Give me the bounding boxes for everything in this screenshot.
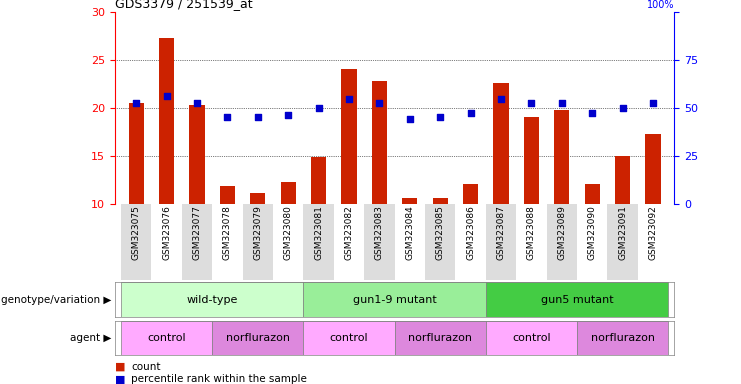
Text: GSM323082: GSM323082: [345, 205, 353, 260]
Bar: [547, 204, 577, 280]
Text: GSM323085: GSM323085: [436, 205, 445, 260]
Text: GSM323076: GSM323076: [162, 205, 171, 260]
Bar: [395, 321, 486, 355]
Bar: [554, 111, 569, 204]
Text: GSM323078: GSM323078: [223, 205, 232, 260]
Point: [222, 114, 233, 120]
Text: GSM323090: GSM323090: [588, 205, 597, 260]
Text: control: control: [512, 333, 551, 343]
Text: control: control: [147, 333, 186, 343]
Bar: [159, 38, 174, 204]
Text: gun5 mutant: gun5 mutant: [541, 295, 614, 305]
Point: [252, 114, 264, 120]
Point: [617, 104, 628, 111]
Point: [434, 114, 446, 120]
Bar: [303, 204, 333, 280]
Text: wild-type: wild-type: [187, 295, 238, 305]
Point: [130, 99, 142, 106]
Text: percentile rank within the sample: percentile rank within the sample: [131, 374, 307, 384]
Text: GSM323077: GSM323077: [193, 205, 202, 260]
Bar: [121, 204, 151, 280]
Text: GSM323091: GSM323091: [618, 205, 627, 260]
Bar: [212, 204, 242, 280]
Point: [556, 99, 568, 106]
Bar: [494, 83, 508, 204]
Bar: [608, 204, 638, 280]
Text: ■: ■: [115, 362, 125, 372]
Text: control: control: [330, 333, 368, 343]
Bar: [486, 204, 516, 280]
Point: [313, 104, 325, 111]
Bar: [395, 204, 425, 280]
Text: norflurazon: norflurazon: [591, 333, 654, 343]
Text: GSM323083: GSM323083: [375, 205, 384, 260]
Bar: [402, 198, 417, 204]
Bar: [516, 204, 547, 280]
Bar: [151, 204, 182, 280]
Text: count: count: [131, 362, 161, 372]
Bar: [220, 186, 235, 204]
Bar: [212, 321, 303, 355]
Bar: [250, 193, 265, 204]
Bar: [645, 134, 661, 204]
Text: gun1-9 mutant: gun1-9 mutant: [353, 295, 436, 305]
Text: norflurazon: norflurazon: [226, 333, 290, 343]
Bar: [433, 198, 448, 204]
Bar: [456, 204, 486, 280]
Point: [191, 99, 203, 106]
Bar: [121, 282, 303, 317]
Bar: [372, 81, 387, 204]
Bar: [281, 182, 296, 204]
Bar: [615, 156, 631, 204]
Bar: [303, 282, 486, 317]
Bar: [242, 204, 273, 280]
Bar: [128, 103, 144, 204]
Text: GSM323081: GSM323081: [314, 205, 323, 260]
Point: [495, 96, 507, 102]
Bar: [577, 321, 668, 355]
Point: [525, 99, 537, 106]
Bar: [486, 282, 668, 317]
Bar: [585, 184, 599, 204]
Text: norflurazon: norflurazon: [408, 333, 472, 343]
Text: GSM323087: GSM323087: [496, 205, 505, 260]
Point: [465, 110, 476, 116]
Text: ■: ■: [115, 374, 125, 384]
Text: GSM323092: GSM323092: [648, 205, 657, 260]
Bar: [273, 204, 303, 280]
Bar: [486, 321, 577, 355]
Point: [586, 110, 598, 116]
Point: [373, 99, 385, 106]
Point: [404, 116, 416, 122]
Text: GSM323084: GSM323084: [405, 205, 414, 260]
Bar: [303, 321, 395, 355]
Text: GSM323089: GSM323089: [557, 205, 566, 260]
Bar: [190, 104, 205, 204]
Point: [282, 112, 294, 118]
Text: GDS3379 / 251539_at: GDS3379 / 251539_at: [115, 0, 253, 10]
Text: genotype/variation ▶: genotype/variation ▶: [1, 295, 111, 305]
Point: [343, 96, 355, 102]
Bar: [364, 204, 395, 280]
Point: [647, 99, 659, 106]
Bar: [638, 204, 668, 280]
Bar: [463, 184, 478, 204]
Text: GSM323075: GSM323075: [132, 205, 141, 260]
Bar: [342, 69, 356, 204]
Bar: [577, 204, 608, 280]
Text: GSM323086: GSM323086: [466, 205, 475, 260]
Text: GSM323088: GSM323088: [527, 205, 536, 260]
Text: GSM323079: GSM323079: [253, 205, 262, 260]
Bar: [311, 157, 326, 204]
Point: [161, 93, 173, 99]
Bar: [524, 117, 539, 204]
Text: GSM323080: GSM323080: [284, 205, 293, 260]
Bar: [333, 204, 364, 280]
Bar: [121, 321, 212, 355]
Bar: [425, 204, 456, 280]
Text: 100%: 100%: [647, 0, 674, 10]
Text: agent ▶: agent ▶: [70, 333, 111, 343]
Bar: [182, 204, 212, 280]
